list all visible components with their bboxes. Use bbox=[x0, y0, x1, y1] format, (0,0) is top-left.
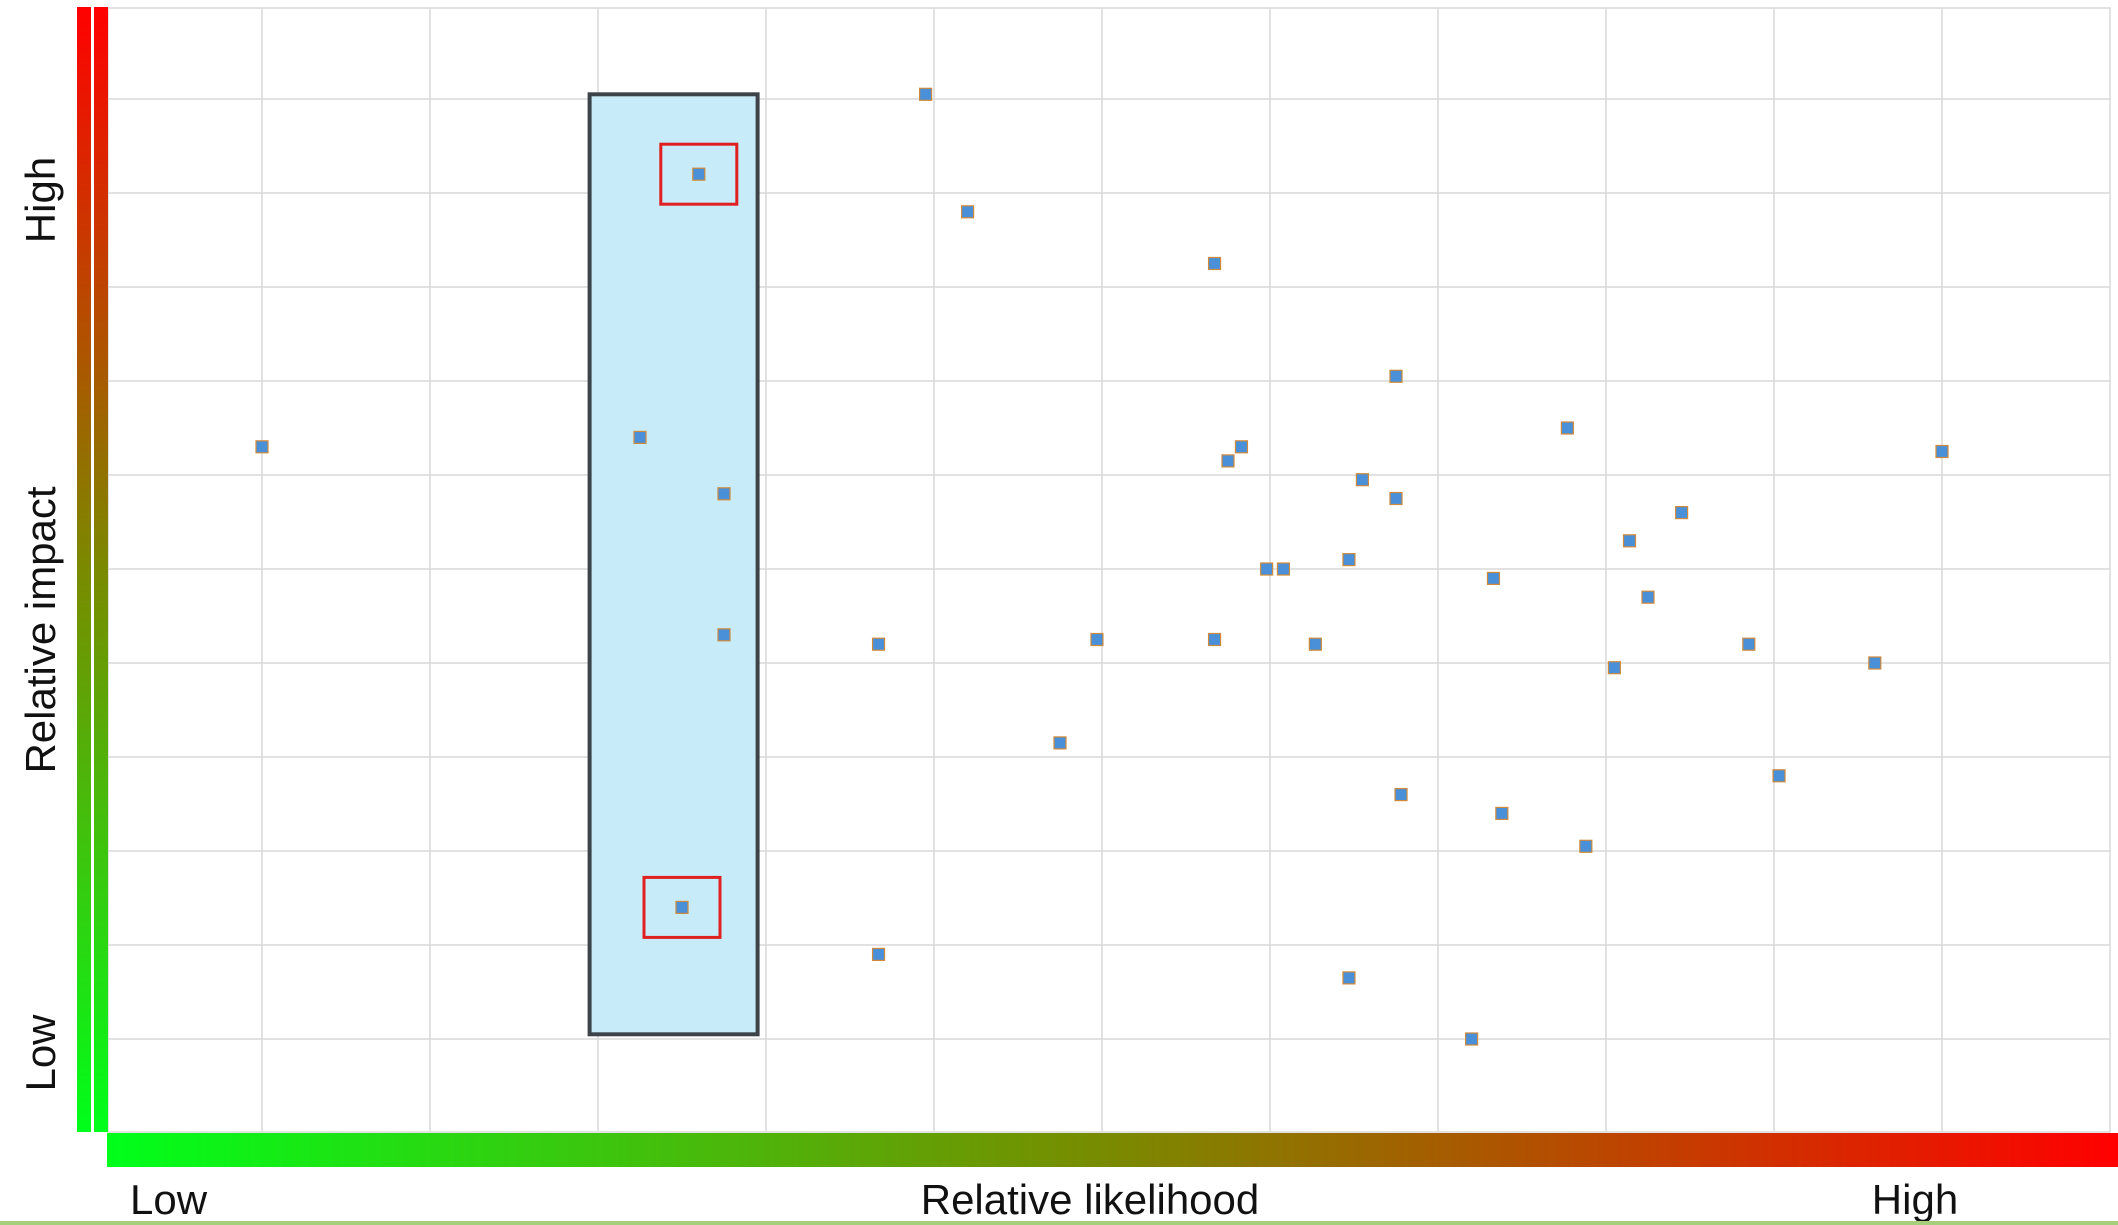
data-point bbox=[255, 440, 269, 454]
highlighted-point-box bbox=[659, 142, 739, 206]
x-axis-high-label: High bbox=[1872, 1176, 1958, 1223]
data-point bbox=[871, 947, 886, 962]
data-point bbox=[1221, 454, 1235, 468]
data-point bbox=[1579, 839, 1593, 853]
data-point bbox=[1495, 806, 1509, 821]
y-axis-bar-divider bbox=[91, 7, 94, 1132]
data-point bbox=[960, 205, 975, 219]
data-point bbox=[1742, 637, 1756, 651]
data-point bbox=[1389, 369, 1403, 383]
x-axis-gradient-bar bbox=[107, 1133, 2118, 1167]
data-point bbox=[1308, 637, 1322, 651]
data-point bbox=[1260, 562, 1274, 576]
highlighted-point-boxes bbox=[642, 142, 739, 939]
data-point bbox=[1486, 571, 1501, 586]
footer-divider bbox=[0, 1221, 2118, 1225]
plot-area bbox=[107, 7, 2111, 1133]
data-point bbox=[1389, 491, 1403, 506]
grid-lines bbox=[97, 7, 2111, 1133]
data-point bbox=[717, 487, 731, 501]
x-axis-title: Relative likelihood bbox=[921, 1176, 1260, 1223]
data-point bbox=[692, 167, 706, 181]
data-point bbox=[1276, 562, 1291, 576]
data-point bbox=[1090, 632, 1104, 647]
highlighted-point-box bbox=[642, 875, 722, 939]
data-point bbox=[1560, 421, 1574, 435]
data-point bbox=[1342, 552, 1356, 567]
data-point bbox=[1053, 736, 1067, 750]
y-axis-high-label: High bbox=[17, 157, 64, 243]
data-point bbox=[1207, 256, 1222, 271]
data-point bbox=[1342, 971, 1356, 985]
data-point bbox=[1641, 590, 1655, 604]
y-axis-gradient-bar-inner bbox=[94, 7, 108, 1132]
data-point bbox=[1935, 444, 1949, 459]
y-axis-title: Relative impact bbox=[17, 486, 64, 773]
y-axis-low-label: Low bbox=[17, 1014, 64, 1092]
data-point bbox=[1355, 473, 1370, 487]
highlight-band-layer bbox=[587, 92, 760, 1037]
data-point bbox=[675, 900, 689, 915]
data-point bbox=[1868, 656, 1882, 670]
data-point bbox=[1674, 506, 1689, 520]
highlight-band bbox=[587, 92, 760, 1037]
data-point bbox=[1207, 632, 1222, 647]
data-point bbox=[918, 87, 933, 101]
data-point bbox=[633, 430, 647, 444]
data-point bbox=[717, 628, 731, 642]
data-point bbox=[1234, 440, 1249, 454]
data-points bbox=[255, 87, 1949, 1046]
data-point bbox=[1622, 534, 1637, 548]
x-axis-low-label: Low bbox=[130, 1176, 208, 1223]
y-axis-gradient-bar bbox=[77, 7, 93, 1132]
data-point bbox=[1772, 769, 1786, 783]
data-point bbox=[1464, 1032, 1479, 1046]
data-point bbox=[871, 637, 886, 651]
data-point bbox=[1607, 661, 1622, 675]
data-point bbox=[1394, 787, 1408, 802]
